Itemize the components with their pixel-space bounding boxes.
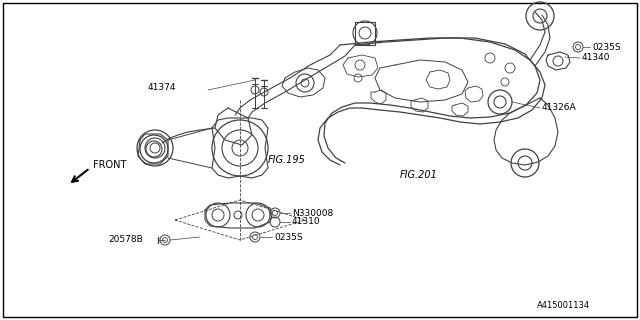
Text: 0235S: 0235S xyxy=(592,43,621,52)
Text: FIG.201: FIG.201 xyxy=(400,170,438,180)
Text: 41374: 41374 xyxy=(148,84,177,92)
Text: A415001134: A415001134 xyxy=(537,300,590,309)
Text: 41340: 41340 xyxy=(582,53,611,62)
Text: 41310: 41310 xyxy=(292,218,321,227)
Text: FIG.195: FIG.195 xyxy=(268,155,306,165)
Text: N330008: N330008 xyxy=(292,209,333,218)
Text: 0235S: 0235S xyxy=(274,233,303,242)
Text: 20578B: 20578B xyxy=(108,236,143,244)
Text: FRONT: FRONT xyxy=(93,160,126,170)
Text: 41326A: 41326A xyxy=(542,103,577,113)
